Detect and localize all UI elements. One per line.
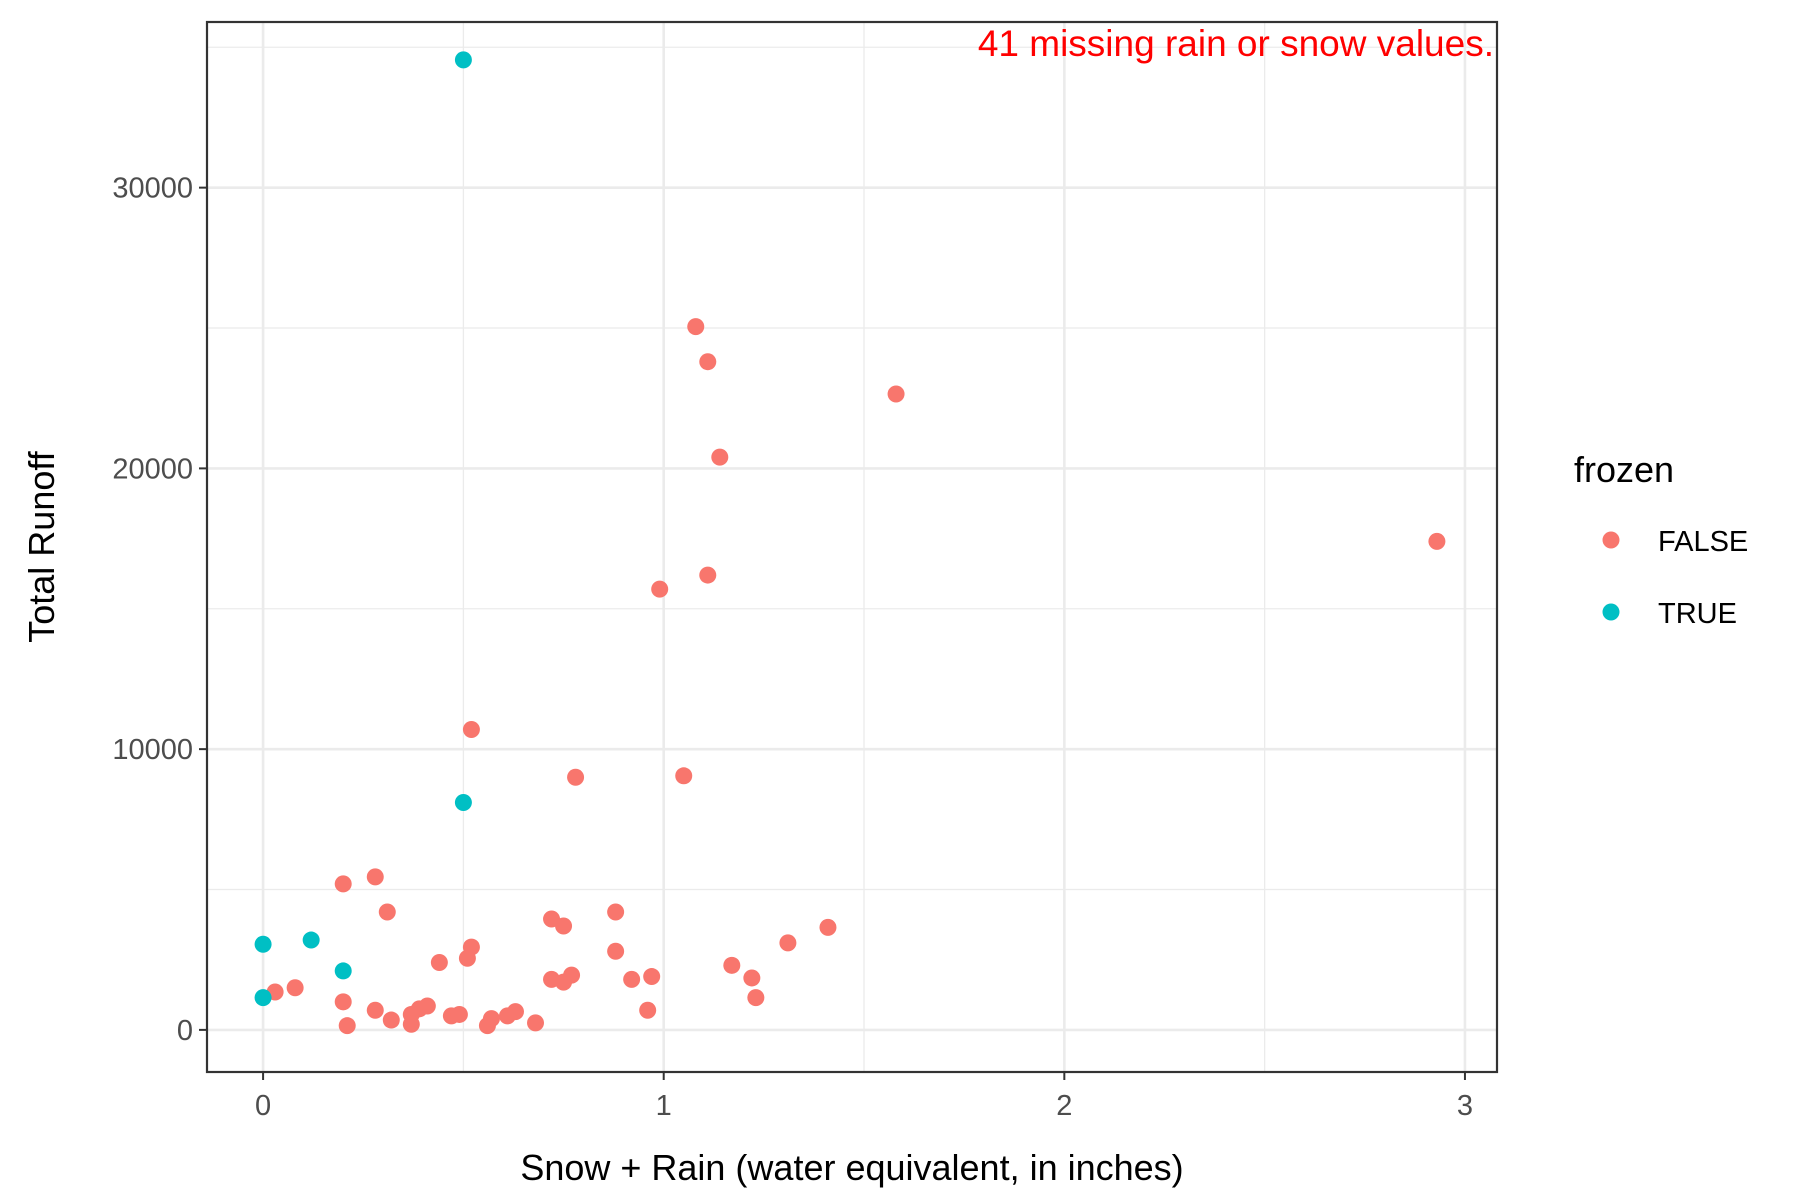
data-point-false	[402, 1015, 420, 1033]
data-point-false	[743, 969, 761, 987]
data-point-false	[462, 720, 480, 738]
axis-ticks: 0 1 2 3 0 10000 20000 30000	[112, 173, 1473, 1122]
grid-lines	[207, 22, 1497, 1072]
data-point-false	[699, 566, 717, 584]
data-point-false	[723, 956, 741, 974]
data-point-false	[711, 448, 729, 466]
data-point-false	[430, 954, 448, 972]
data-point-false	[675, 767, 693, 785]
data-point-false	[1428, 532, 1446, 550]
data-point-false	[607, 942, 625, 960]
data-point-true	[302, 931, 320, 949]
data-point-false	[286, 979, 304, 997]
x-tick-label: 3	[1457, 1090, 1473, 1122]
x-axis-title: Snow + Rain (water equivalent, in inches…	[520, 1147, 1183, 1188]
data-point-false	[555, 917, 573, 935]
data-point-true	[254, 935, 272, 953]
data-point-false	[506, 1003, 524, 1021]
data-point-false	[747, 989, 765, 1007]
legend-label-false: FALSE	[1658, 526, 1748, 558]
data-point-false	[450, 1005, 468, 1023]
data-point-true	[454, 51, 472, 69]
data-point-false	[366, 1001, 384, 1019]
data-point-false	[334, 875, 352, 893]
legend-key-true	[1602, 603, 1620, 621]
data-points	[254, 51, 1446, 1035]
y-tick-label: 30000	[112, 173, 193, 205]
data-point-false	[378, 903, 396, 921]
data-point-false	[639, 1001, 657, 1019]
legend-label-true: TRUE	[1658, 598, 1737, 630]
panel-background	[207, 22, 1497, 1072]
data-point-false	[338, 1017, 356, 1035]
data-point-true	[454, 793, 472, 811]
legend-entries: FALSE TRUE	[1602, 526, 1748, 630]
data-point-false	[366, 868, 384, 886]
data-point-false	[623, 970, 641, 988]
y-tick-label: 10000	[112, 734, 193, 766]
y-tick-label: 0	[177, 1015, 193, 1047]
missing-values-annotation: 41 missing rain or snow values.	[978, 23, 1494, 64]
data-point-true	[254, 989, 272, 1007]
panel-border	[205, 20, 1499, 1074]
data-point-false	[563, 966, 581, 984]
data-point-false	[643, 968, 661, 986]
data-point-false	[462, 938, 480, 956]
data-point-false	[699, 353, 717, 371]
data-point-false	[651, 580, 669, 598]
x-tick-label: 1	[656, 1090, 672, 1122]
y-axis-title: Total Runoff	[21, 450, 62, 642]
data-point-false	[887, 385, 905, 403]
data-point-false	[527, 1014, 545, 1032]
data-point-false	[482, 1010, 500, 1028]
data-point-false	[779, 934, 797, 952]
data-point-false	[819, 918, 837, 936]
data-point-false	[382, 1011, 400, 1029]
data-point-false	[418, 997, 436, 1015]
data-point-true	[334, 962, 352, 980]
data-point-false	[567, 768, 585, 786]
legend: frozen FALSE TRUE	[1574, 449, 1748, 630]
y-tick-label: 20000	[112, 453, 193, 485]
x-tick-label: 2	[1056, 1090, 1072, 1122]
legend-title: frozen	[1574, 449, 1674, 490]
data-point-false	[687, 318, 705, 336]
data-point-false	[334, 993, 352, 1011]
data-point-false	[607, 903, 625, 921]
x-tick-label: 0	[255, 1090, 271, 1122]
legend-key-false	[1602, 531, 1620, 549]
